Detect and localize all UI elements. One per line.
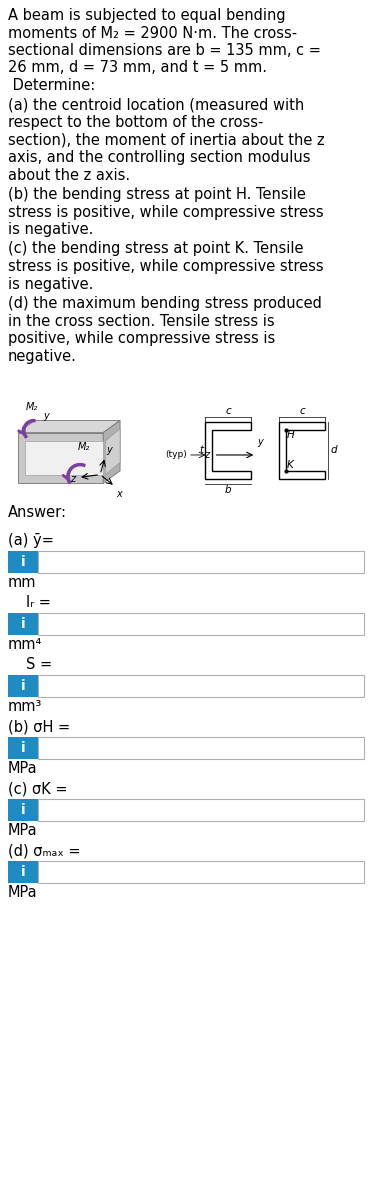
Text: moments of M₂ = 2900 N·m. The cross-: moments of M₂ = 2900 N·m. The cross- xyxy=(8,25,297,41)
Text: K: K xyxy=(287,461,294,470)
Text: MPa: MPa xyxy=(8,761,38,776)
Text: (a) ȳ=: (a) ȳ= xyxy=(8,533,54,548)
Text: (typ): (typ) xyxy=(165,450,187,460)
Text: stress is positive, while compressive stress: stress is positive, while compressive st… xyxy=(8,204,324,220)
Polygon shape xyxy=(18,420,120,432)
Text: Determine:: Determine: xyxy=(8,78,95,92)
Text: i: i xyxy=(21,740,25,755)
Text: mm³: mm³ xyxy=(8,698,42,714)
Text: axis, and the controlling section modulus: axis, and the controlling section modulu… xyxy=(8,150,311,164)
Text: (d) the maximum bending stress produced: (d) the maximum bending stress produced xyxy=(8,296,322,311)
Polygon shape xyxy=(18,432,103,482)
Text: mm⁴: mm⁴ xyxy=(8,637,42,652)
Text: MPa: MPa xyxy=(8,886,38,900)
Text: H: H xyxy=(287,431,295,440)
Text: c: c xyxy=(225,406,231,415)
Text: A beam is subjected to equal bending: A beam is subjected to equal bending xyxy=(8,8,286,23)
Text: M₂: M₂ xyxy=(26,402,38,412)
Text: Answer:: Answer: xyxy=(8,505,67,520)
FancyBboxPatch shape xyxy=(8,674,38,697)
Text: i: i xyxy=(21,554,25,569)
Text: c: c xyxy=(299,406,305,415)
FancyBboxPatch shape xyxy=(8,799,38,821)
Text: mm: mm xyxy=(8,575,36,590)
Text: section), the moment of inertia about the z: section), the moment of inertia about th… xyxy=(8,132,325,148)
Text: respect to the bottom of the cross-: respect to the bottom of the cross- xyxy=(8,115,263,130)
FancyBboxPatch shape xyxy=(38,674,364,697)
Text: (c) σΚ =: (c) σΚ = xyxy=(8,781,67,796)
Text: t: t xyxy=(199,445,203,455)
Text: negative.: negative. xyxy=(8,348,77,364)
Polygon shape xyxy=(25,440,103,474)
Text: 26 mm, d = 73 mm, and t = 5 mm.: 26 mm, d = 73 mm, and t = 5 mm. xyxy=(8,60,267,76)
Text: b: b xyxy=(225,485,231,494)
Polygon shape xyxy=(205,421,251,479)
Polygon shape xyxy=(103,420,120,482)
FancyBboxPatch shape xyxy=(8,613,38,635)
Text: z: z xyxy=(70,474,75,484)
Text: d: d xyxy=(330,445,337,455)
Text: (d) σₘₐₓ =: (d) σₘₐₓ = xyxy=(8,842,80,858)
Text: about the z axis.: about the z axis. xyxy=(8,168,130,182)
Text: y: y xyxy=(106,444,112,455)
FancyBboxPatch shape xyxy=(38,613,364,635)
Text: sectional dimensions are b = 135 mm, c =: sectional dimensions are b = 135 mm, c = xyxy=(8,43,321,58)
FancyBboxPatch shape xyxy=(38,737,364,758)
Text: i: i xyxy=(21,865,25,878)
Text: (c) the bending stress at point K. Tensile: (c) the bending stress at point K. Tensi… xyxy=(8,241,304,257)
Text: i: i xyxy=(21,679,25,692)
Text: y: y xyxy=(257,437,263,446)
Text: is negative.: is negative. xyxy=(8,276,93,292)
Polygon shape xyxy=(279,421,326,479)
Text: positive, while compressive stress is: positive, while compressive stress is xyxy=(8,331,275,346)
Text: x: x xyxy=(116,488,122,499)
Text: y: y xyxy=(43,410,49,420)
Text: is negative.: is negative. xyxy=(8,222,93,236)
FancyBboxPatch shape xyxy=(38,551,364,572)
Text: z: z xyxy=(205,450,209,460)
Polygon shape xyxy=(105,428,120,474)
Text: (b) σΗ =: (b) σΗ = xyxy=(8,719,70,734)
FancyBboxPatch shape xyxy=(38,862,364,883)
FancyBboxPatch shape xyxy=(8,737,38,758)
Text: i: i xyxy=(21,803,25,817)
Text: i: i xyxy=(21,617,25,631)
FancyBboxPatch shape xyxy=(8,551,38,572)
Text: MPa: MPa xyxy=(8,823,38,838)
Text: stress is positive, while compressive stress: stress is positive, while compressive st… xyxy=(8,259,324,274)
Text: (a) the centroid location (measured with: (a) the centroid location (measured with xyxy=(8,97,304,113)
Text: in the cross section. Tensile stress is: in the cross section. Tensile stress is xyxy=(8,313,275,329)
Text: S =: S = xyxy=(26,658,52,672)
Text: M₂: M₂ xyxy=(78,442,90,451)
Text: (b) the bending stress at point H. Tensile: (b) the bending stress at point H. Tensi… xyxy=(8,187,306,202)
FancyBboxPatch shape xyxy=(38,799,364,821)
Text: Iᵣ =: Iᵣ = xyxy=(26,595,51,610)
FancyBboxPatch shape xyxy=(8,862,38,883)
